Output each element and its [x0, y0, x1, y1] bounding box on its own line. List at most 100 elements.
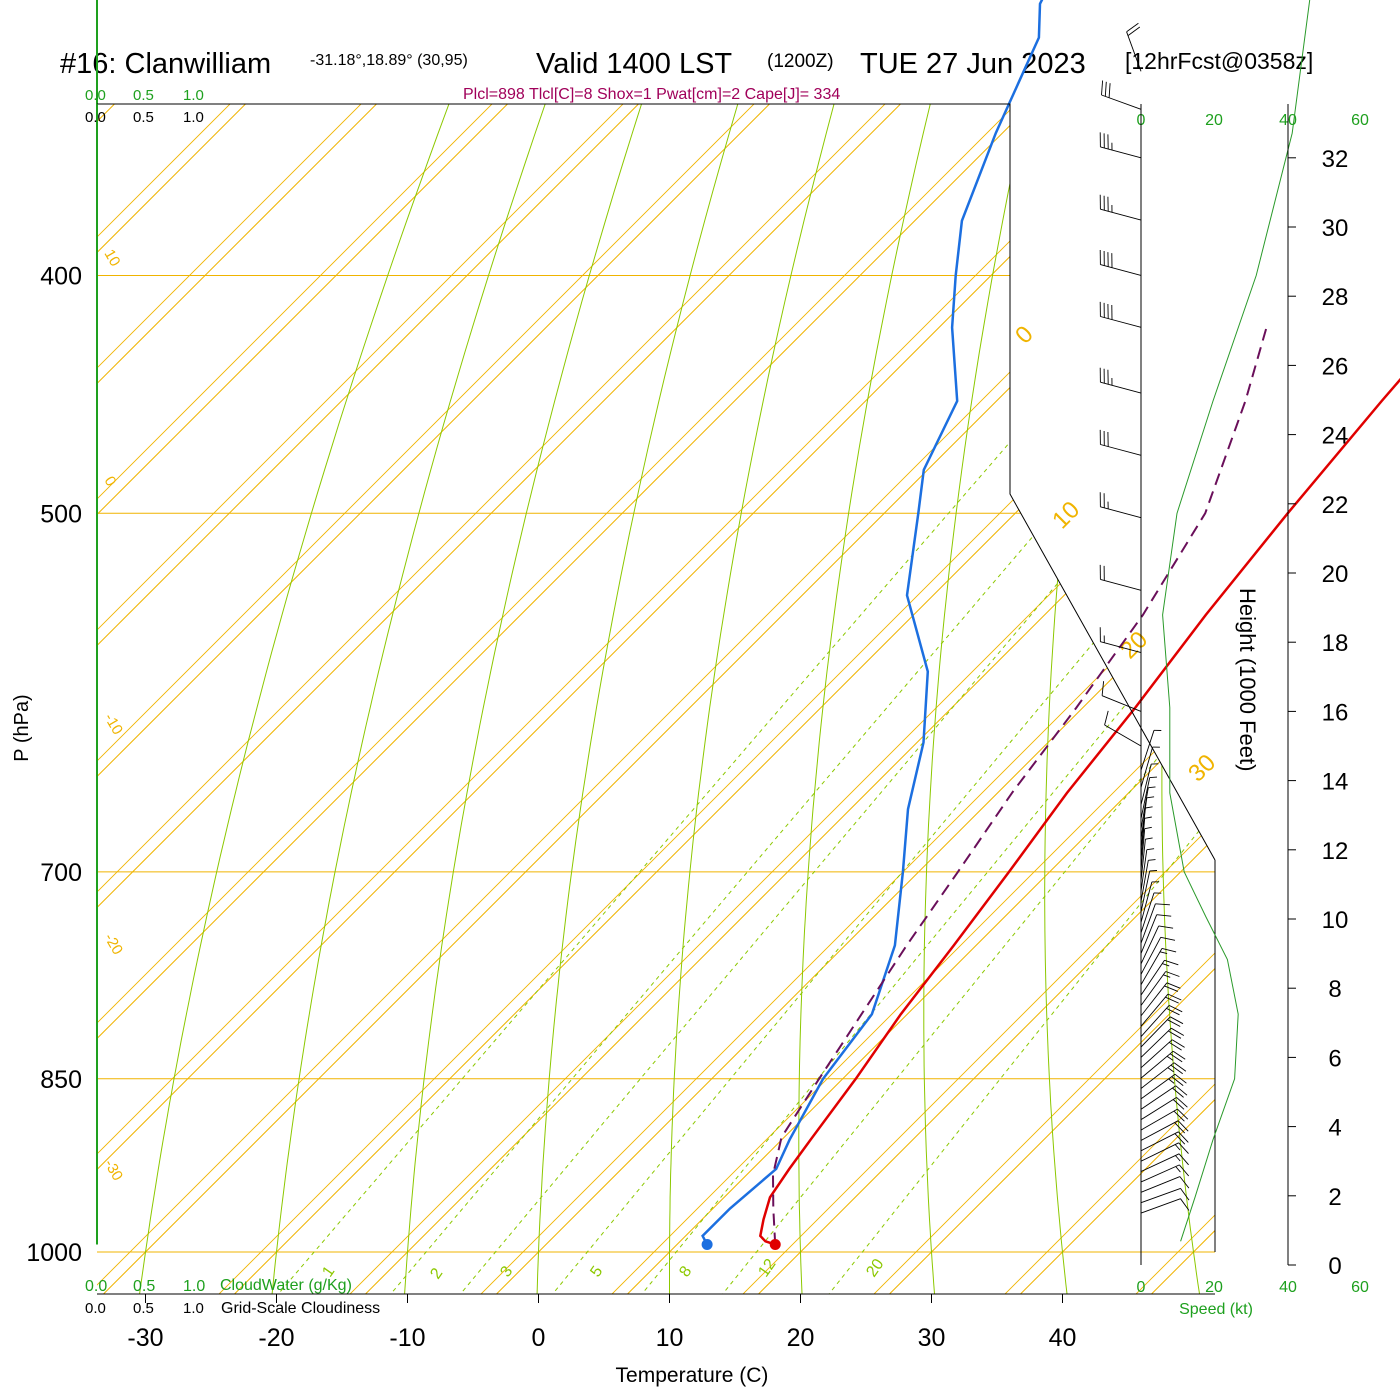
wind-barb-flag [1171, 1076, 1184, 1086]
height-tick-label: 6 [1328, 1045, 1341, 1072]
wind-barb-half [1149, 870, 1158, 872]
speed-top-1: 20 [1205, 112, 1223, 129]
wind-barb-staff [1140, 777, 1151, 819]
wind-barb-flag [1172, 1087, 1184, 1098]
height-tick-label: 14 [1322, 769, 1349, 796]
wind-barb-staff [1140, 892, 1155, 933]
diagonal-grid-line [97, 104, 997, 1294]
profile-temperature [758, 377, 1400, 1246]
temperature-tick-label: -30 [127, 1324, 163, 1352]
diagonal-grid-line [1358, 0, 1400, 1334]
mixing-ratio-label: 5 [587, 1263, 606, 1280]
pressure-tick-label: 1000 [26, 1239, 82, 1267]
wind-barb-staff [1104, 724, 1142, 747]
wind-barb-staff [1140, 1176, 1181, 1193]
diagonal-grid-line [97, 104, 735, 1294]
wind-barb-flag [1177, 1108, 1189, 1120]
cloudwater-label: CloudWater (g/Kg) [220, 1277, 352, 1294]
isotherm-label: -20 [101, 931, 127, 958]
height-tick-label: 12 [1322, 838, 1349, 865]
wind-barb-staff [1140, 828, 1146, 871]
wind-barb-flag [1173, 1110, 1185, 1122]
wind-barb-half [1144, 826, 1152, 830]
wind-barb-staff [1140, 839, 1146, 881]
wind-barb-staff [1140, 730, 1155, 771]
wind-barb-flag [1176, 1097, 1188, 1108]
wind-barb-staff [1100, 578, 1142, 591]
dry-adiabat [798, 104, 1035, 1294]
wind-barb-half [1166, 1055, 1174, 1061]
wind-barb-staff [1100, 641, 1142, 654]
bottom-black-2: 1.0 [183, 1300, 204, 1317]
profile-parcel [771, 327, 1268, 1245]
top-cloud-scale: 0.0 0.5 1.0 0.0 0.5 1.0 [85, 87, 204, 126]
wind-barb-half [1144, 816, 1152, 819]
temperature-tick-label: 0 [532, 1324, 546, 1352]
isotherm-line [97, 104, 1215, 1294]
wind-barb-flag [1178, 1131, 1189, 1143]
wind-barb-flag [1104, 710, 1109, 726]
bottom-black-1: 0.5 [133, 1300, 154, 1317]
height-axis-title: Height (1000 Feet) [1235, 588, 1260, 771]
dry-adiabat [669, 104, 948, 1294]
zulu-time: (1200Z) [767, 51, 834, 72]
wind-barb-half [1148, 859, 1156, 861]
wind-barb-staff [1126, 31, 1142, 72]
temperature-tick-label: -10 [389, 1324, 425, 1352]
isotherm-line [587, 104, 1215, 1294]
mixing-ratio-line [243, 275, 1155, 1294]
mixing-ratio-line [609, 275, 1215, 1294]
wind-barb-staff [1140, 746, 1154, 788]
speed-bottom-0: 0 [1137, 1279, 1146, 1296]
profile-dewpoint [701, 0, 1044, 1246]
wind-barb-half [1146, 796, 1155, 799]
speed-bottom-2: 40 [1279, 1279, 1297, 1296]
wind-barb-flag [1174, 1122, 1186, 1134]
wind-barb-flag [1179, 1164, 1190, 1177]
wind-barb-staff [1140, 797, 1148, 840]
wind-barb-flag [1104, 81, 1107, 97]
wind-barb-staff [1100, 381, 1142, 394]
wind-barb-flag [1166, 982, 1181, 989]
diagonal-grid-line [97, 104, 1128, 1294]
dry-adiabat [535, 104, 861, 1294]
wind-barb-flag [1155, 903, 1170, 906]
wind-barb-flag [1174, 1133, 1186, 1145]
height-tick-label: 28 [1322, 284, 1349, 311]
wind-barb-half [1162, 963, 1170, 967]
bottom-green-1: 0.5 [133, 1278, 155, 1295]
diagonal-grid-line [440, 104, 1215, 1294]
wind-barb-staff [1140, 1153, 1180, 1172]
wind-barb-flag [1177, 1120, 1189, 1132]
diagonal-grid-line [178, 104, 1215, 1294]
diagonal-grid-line [97, 104, 1215, 1294]
wind-barb-staff [1140, 763, 1152, 805]
mixing-ratio-line [426, 275, 1215, 1294]
wind-barb-staff [1101, 94, 1142, 110]
wind-barb-flag [1173, 1062, 1187, 1072]
isotherm-label-right: 30 [1183, 749, 1221, 787]
height-tick-label: 24 [1322, 423, 1349, 450]
top-black-1: 0.5 [133, 109, 154, 126]
mixing-ratio-label: 8 [676, 1263, 695, 1280]
mixing-ratio-label: 3 [497, 1263, 516, 1280]
wind-barb-flag [1174, 1073, 1187, 1084]
indices-line: Plcl=898 Tlcl[C]=8 Shox=1 Pwat[cm]=2 Cap… [463, 86, 840, 103]
mixing-ratio-label: 20 [863, 1256, 887, 1280]
wind-barb-flag [1170, 1027, 1185, 1036]
speed-top-3: 60 [1351, 112, 1369, 129]
wind-barb-flag [1161, 947, 1177, 953]
plot-frame [97, 103, 1216, 861]
isotherm-line [97, 104, 1143, 1294]
dry-adiabat [923, 104, 1123, 1294]
dry-adiabat [401, 104, 774, 1294]
wind-barb-half [1146, 848, 1155, 851]
wind-barb-half [1149, 776, 1158, 779]
surface-dewpoint-dot [701, 1239, 713, 1251]
isotherm-label-right: 10 [1047, 496, 1085, 534]
wind-barb-staff [1100, 264, 1142, 276]
wind-barb-staff [1140, 870, 1151, 913]
top-green-2: 1.0 [183, 87, 204, 104]
